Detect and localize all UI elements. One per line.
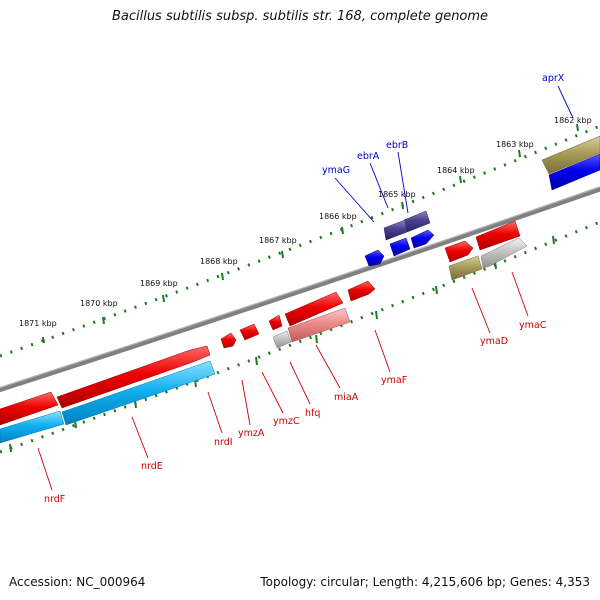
gene-label-ymaC: ymaC <box>519 320 547 331</box>
kbp-label: 1865 kbp <box>378 190 416 199</box>
gene-label-ymaG: ymaG <box>322 165 350 176</box>
genome-title: Bacillus subtilis subsp. subtilis str. 1… <box>111 9 489 24</box>
feature-nrdF-red <box>0 391 59 426</box>
kbp-label: 1864 kbp <box>437 166 475 175</box>
genome-backbone-highlight <box>0 186 600 389</box>
genome-backbone <box>0 186 600 393</box>
feature-ymaG-arrow-1 <box>410 229 435 249</box>
gene-label-aprX: aprX <box>542 73 565 84</box>
label-leader-lines <box>37 85 574 491</box>
feature-ymaF <box>347 280 376 302</box>
gene-label-ymzC: ymzC <box>273 416 300 427</box>
gene-label-ymaF: ymaF <box>381 375 407 386</box>
kbp-label: 1870 kbp <box>80 299 118 308</box>
gene-label-ymaD: ymaD <box>480 336 508 347</box>
kbp-labels: 1862 kbp 1863 kbp 1864 kbp 1865 kbp 1866… <box>19 116 592 328</box>
gene-label-miaA: miaA <box>334 392 359 403</box>
kbp-label: 1871 kbp <box>19 319 57 328</box>
feature-ymaG-arrow-2 <box>389 237 411 257</box>
gene-labels-above: aprX ebrB ebrA ymaG <box>322 73 565 176</box>
kbp-label: 1862 kbp <box>554 116 592 125</box>
kbp-label: 1869 kbp <box>140 279 178 288</box>
gene-label-ebrB: ebrB <box>386 140 408 151</box>
feature-ymaC-red <box>475 220 521 251</box>
kbp-label: 1868 kbp <box>200 257 238 266</box>
feature-ymzA <box>220 332 237 349</box>
feature-ymaC-gray <box>480 237 528 269</box>
feature-ymaD-olive <box>448 255 483 281</box>
feature-nrdF-cyan <box>0 410 65 444</box>
lower-tick-ruler <box>0 220 600 454</box>
kbp-label: 1867 kbp <box>259 236 297 245</box>
feature-nrdE-red <box>56 345 211 409</box>
gene-label-ymzA: ymzA <box>238 428 265 439</box>
gene-label-nrdE: nrdE <box>141 461 163 472</box>
lower-strand-features <box>0 220 528 444</box>
upper-tick-ruler <box>0 123 600 358</box>
feature-hfq-red <box>268 314 283 331</box>
accession-text: Accession: NC_000964 <box>9 575 146 589</box>
topology-text: Topology: circular; Length: 4,215,606 bp… <box>260 575 590 589</box>
kbp-label: 1866 kbp <box>319 212 357 221</box>
feature-miaA-pink <box>287 307 351 343</box>
feature-aprX-blue <box>548 153 600 191</box>
gene-labels-below: ymaC ymaD ymaF miaA hfq ymzC ymzA nrdI n… <box>44 320 547 505</box>
feature-miaA-red <box>284 291 344 327</box>
feature-ymaD-red <box>444 240 474 263</box>
gene-label-nrdI: nrdI <box>214 437 233 448</box>
feature-hfq-gray <box>272 330 292 349</box>
kbp-label: 1863 kbp <box>496 140 534 149</box>
feature-ebrB <box>403 210 431 233</box>
feature-nrdE-cyan <box>61 360 216 426</box>
gene-label-nrdF: nrdF <box>44 494 65 505</box>
gene-label-ebrA: ebrA <box>357 151 380 162</box>
feature-aprX-olive <box>541 135 600 175</box>
feature-ebrA <box>383 219 408 241</box>
upper-strand-features <box>364 135 600 267</box>
feature-ymaG-arrow-3 <box>364 249 385 267</box>
gene-label-hfq: hfq <box>305 408 320 419</box>
feature-ymzC <box>239 323 260 341</box>
